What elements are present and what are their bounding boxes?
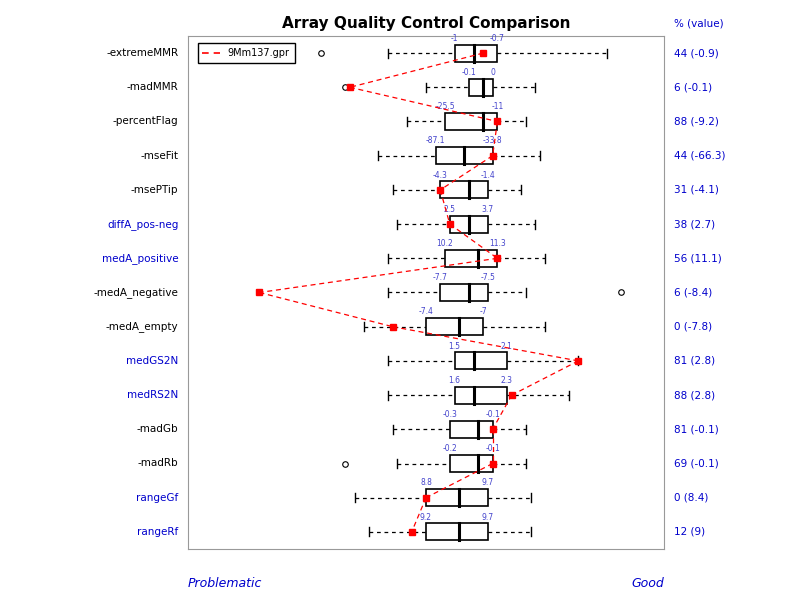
Text: 88 (2.8): 88 (2.8) <box>674 390 714 400</box>
Text: 11.3: 11.3 <box>489 239 506 248</box>
Bar <box>440 284 488 301</box>
Text: 8.8: 8.8 <box>420 478 432 487</box>
Bar <box>450 215 488 233</box>
Bar <box>426 523 488 541</box>
Text: rangeRf: rangeRf <box>138 527 178 537</box>
Text: 9.7: 9.7 <box>482 478 494 487</box>
Text: 81 (-0.1): 81 (-0.1) <box>674 424 718 434</box>
Text: 0: 0 <box>490 68 495 77</box>
Text: -msePTip: -msePTip <box>131 185 178 195</box>
Bar <box>450 455 493 472</box>
Text: -1.4: -1.4 <box>481 170 495 179</box>
Text: -7.4: -7.4 <box>418 307 434 316</box>
Text: Good: Good <box>631 577 664 590</box>
Text: -madGb: -madGb <box>137 424 178 434</box>
Title: Array Quality Control Comparison: Array Quality Control Comparison <box>282 16 570 31</box>
Text: 44 (-0.9): 44 (-0.9) <box>674 48 718 58</box>
Text: -7: -7 <box>479 307 487 316</box>
Text: -0.7: -0.7 <box>490 34 505 43</box>
Text: -7.7: -7.7 <box>433 273 448 282</box>
Text: -medA_negative: -medA_negative <box>94 287 178 298</box>
Text: 6 (-8.4): 6 (-8.4) <box>674 287 712 298</box>
Text: -87.1: -87.1 <box>426 136 446 145</box>
Text: -0.1: -0.1 <box>486 410 500 419</box>
Bar <box>445 250 498 267</box>
Legend: 9Mm137.gpr: 9Mm137.gpr <box>198 43 294 63</box>
Text: 2.3: 2.3 <box>501 376 513 385</box>
Text: -madMMR: -madMMR <box>126 82 178 92</box>
Text: -1: -1 <box>451 34 458 43</box>
Text: -percentFlag: -percentFlag <box>113 116 178 127</box>
Text: -25.5: -25.5 <box>435 102 455 111</box>
Text: diffA_pos-neg: diffA_pos-neg <box>107 218 178 230</box>
Bar <box>435 147 493 164</box>
Text: 31 (-4.1): 31 (-4.1) <box>674 185 718 195</box>
Text: 69 (-0.1): 69 (-0.1) <box>674 458 718 469</box>
Text: 6 (-0.1): 6 (-0.1) <box>674 82 712 92</box>
Text: -4.3: -4.3 <box>433 170 448 179</box>
Bar <box>450 421 493 438</box>
Text: -madRb: -madRb <box>138 458 178 469</box>
Text: -medA_empty: -medA_empty <box>106 321 178 332</box>
Text: -mseFit: -mseFit <box>141 151 178 161</box>
Text: 56 (11.1): 56 (11.1) <box>674 253 722 263</box>
Bar <box>469 79 493 96</box>
Text: 38 (2.7): 38 (2.7) <box>674 219 714 229</box>
Bar <box>440 181 488 199</box>
Text: 0 (8.4): 0 (8.4) <box>674 493 708 503</box>
Bar <box>454 44 498 62</box>
Text: 88 (-9.2): 88 (-9.2) <box>674 116 718 127</box>
Bar <box>454 352 507 370</box>
Text: -7.5: -7.5 <box>481 273 495 282</box>
Text: -0.2: -0.2 <box>442 444 457 453</box>
Text: medGS2N: medGS2N <box>126 356 178 366</box>
Text: medA_positive: medA_positive <box>102 253 178 264</box>
Bar <box>426 318 483 335</box>
Text: 2.1: 2.1 <box>501 341 513 350</box>
Text: -33.8: -33.8 <box>483 136 502 145</box>
Text: -0.1: -0.1 <box>462 68 476 77</box>
Text: 9.7: 9.7 <box>482 512 494 521</box>
Bar <box>445 113 498 130</box>
Text: 10.2: 10.2 <box>437 239 454 248</box>
Text: 1.6: 1.6 <box>449 376 461 385</box>
Text: 2.5: 2.5 <box>444 205 456 214</box>
Bar <box>426 489 488 506</box>
Text: 1.5: 1.5 <box>449 341 461 350</box>
Text: 3.7: 3.7 <box>482 205 494 214</box>
Text: 81 (2.8): 81 (2.8) <box>674 356 714 366</box>
Text: Problematic: Problematic <box>188 577 262 590</box>
Text: 9.2: 9.2 <box>420 512 432 521</box>
Text: 12 (9): 12 (9) <box>674 527 705 537</box>
Text: % (value): % (value) <box>674 19 723 28</box>
Text: -0.3: -0.3 <box>442 410 458 419</box>
Text: 44 (-66.3): 44 (-66.3) <box>674 151 725 161</box>
Text: 0 (-7.8): 0 (-7.8) <box>674 322 712 332</box>
Text: -11: -11 <box>491 102 503 111</box>
Text: -0.1: -0.1 <box>486 444 500 453</box>
Text: rangeGf: rangeGf <box>136 493 178 503</box>
Bar <box>454 386 507 404</box>
Text: -extremeMMR: -extremeMMR <box>106 48 178 58</box>
Text: medRS2N: medRS2N <box>127 390 178 400</box>
